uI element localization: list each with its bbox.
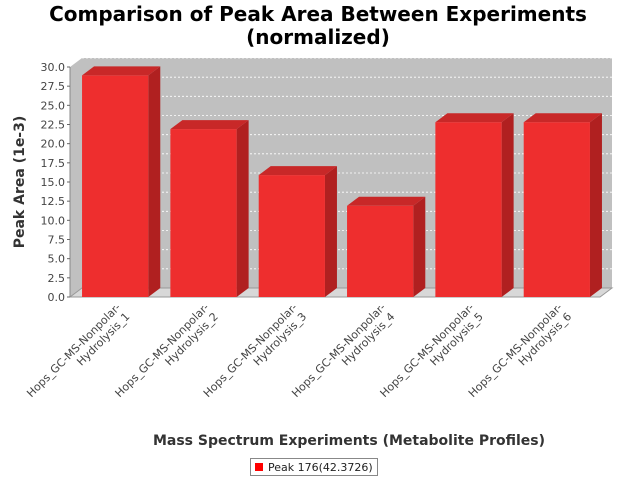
bar-side	[589, 113, 602, 297]
y-tick-label: 27.5	[41, 80, 66, 93]
y-tick-label: 22.5	[41, 119, 66, 132]
y-axis-title: Peak Area (1e-3)	[12, 116, 28, 249]
y-tick-label: 12.5	[41, 195, 66, 208]
bar-side	[148, 66, 161, 297]
y-tick-label: 0.0	[48, 291, 66, 304]
legend-swatch	[255, 463, 263, 471]
bar-top	[170, 120, 249, 130]
bar	[347, 205, 414, 297]
chart-title-line-1: Comparison of Peak Area Between Experime…	[49, 2, 587, 26]
y-tick-label: 2.5	[48, 272, 66, 285]
legend-label: Peak 176(42.3726)	[268, 460, 373, 474]
bar-top	[347, 196, 426, 206]
y-tick-label: 7.5	[48, 234, 66, 247]
y-tick-label: 5.0	[48, 253, 66, 266]
y-tick-label: 15.0	[41, 176, 66, 189]
bar-top	[523, 113, 602, 123]
y-tick-label: 30.0	[41, 61, 66, 74]
bar-top	[82, 66, 161, 76]
bar-side	[324, 166, 337, 297]
y-tick-label: 17.5	[41, 157, 66, 170]
bar	[170, 129, 237, 297]
legend: Peak 176(42.3726)	[250, 458, 378, 476]
x-axis-title: Mass Spectrum Experiments (Metabolite Pr…	[153, 433, 545, 449]
y-tick-label: 10.0	[41, 214, 66, 227]
bar-top	[258, 166, 337, 176]
plot-area: 0.0 2.5 5.0 7.5 10.0 12.5 15.0 17.5 20.0 22.5 25.0…	[24, 57, 614, 400]
chart-title-line-2: (normalized)	[246, 25, 390, 49]
bar	[82, 75, 149, 297]
y-tick-label: 25.0	[41, 99, 66, 112]
bar	[258, 175, 325, 297]
bar	[523, 122, 590, 297]
bar	[435, 122, 502, 297]
bar-side	[501, 113, 514, 297]
bar-side	[236, 120, 249, 297]
bar-side	[413, 196, 426, 297]
y-tick-label: 20.0	[41, 138, 66, 151]
bar-top	[435, 113, 514, 123]
